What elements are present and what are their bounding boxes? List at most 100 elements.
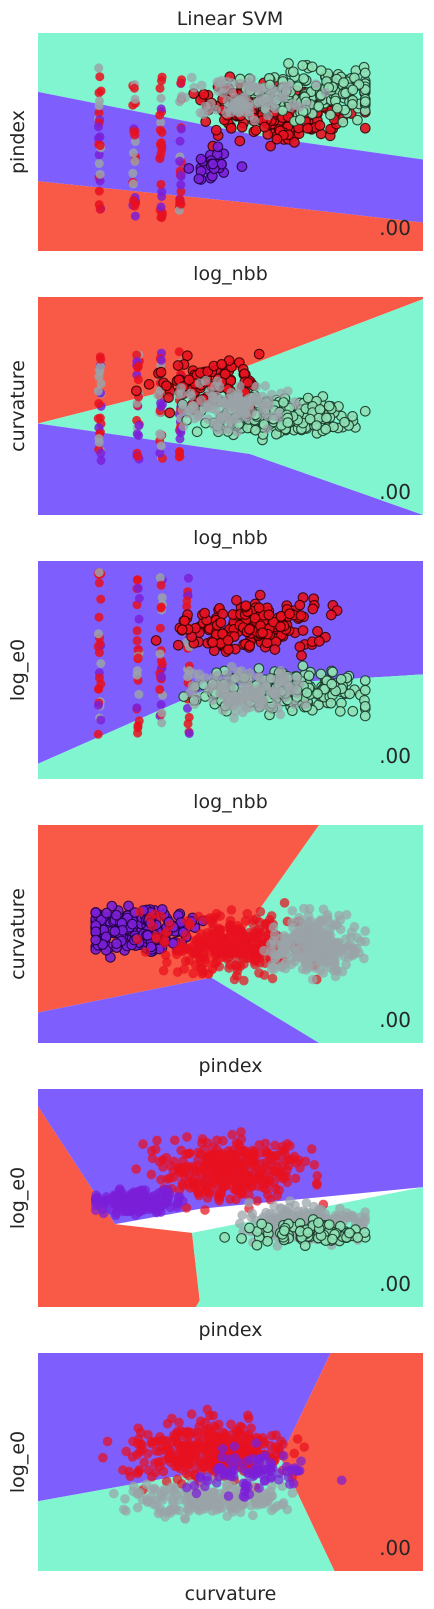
data-point	[133, 1197, 143, 1207]
data-point	[162, 1195, 172, 1205]
data-point	[151, 1501, 161, 1511]
data-point	[269, 923, 279, 933]
score-label: .00	[379, 1536, 411, 1560]
data-point	[334, 911, 344, 921]
data-point	[289, 67, 299, 77]
x-axis-label: log_nbb	[193, 263, 268, 285]
data-point	[178, 1196, 188, 1206]
data-point	[360, 1216, 370, 1226]
data-point	[184, 574, 193, 583]
data-point	[299, 1442, 309, 1452]
data-point	[293, 1434, 303, 1444]
data-point	[95, 187, 104, 196]
data-point	[327, 679, 337, 689]
data-point	[217, 360, 227, 370]
data-point	[133, 626, 142, 635]
data-point	[295, 600, 305, 610]
data-point	[313, 689, 323, 699]
data-point	[335, 707, 345, 717]
data-point	[131, 212, 140, 221]
data-point	[156, 180, 165, 189]
data-point	[279, 1451, 289, 1461]
data-point	[94, 122, 103, 131]
data-point	[254, 1483, 264, 1493]
data-point	[325, 1220, 335, 1230]
data-point	[282, 1178, 292, 1188]
data-point	[276, 666, 286, 676]
data-point	[360, 711, 370, 721]
data-point	[348, 85, 358, 95]
data-point	[163, 1419, 173, 1429]
data-point	[237, 162, 247, 172]
data-point	[225, 920, 235, 930]
data-point	[134, 653, 143, 662]
data-point	[218, 1444, 228, 1454]
data-point	[310, 1160, 320, 1170]
data-point	[218, 609, 228, 619]
data-point	[314, 102, 324, 112]
data-point	[148, 921, 158, 931]
data-point	[349, 943, 359, 953]
data-point	[227, 1130, 237, 1140]
data-point	[245, 641, 255, 651]
data-point	[210, 913, 220, 923]
x-axis-label: log_nbb	[193, 791, 268, 813]
data-point	[177, 200, 186, 209]
data-point	[164, 393, 174, 403]
data-point	[304, 929, 314, 939]
data-point	[285, 1479, 295, 1489]
data-point	[217, 949, 227, 959]
data-point	[134, 690, 143, 699]
data-point	[317, 927, 327, 937]
data-point	[237, 1234, 247, 1244]
data-point	[244, 1198, 254, 1208]
data-point	[322, 413, 332, 423]
data-point	[94, 730, 103, 739]
data-point	[163, 1445, 173, 1455]
data-point	[102, 908, 112, 918]
data-point	[328, 1234, 338, 1244]
data-point	[302, 688, 312, 698]
data-point	[200, 1205, 210, 1215]
data-point	[185, 1148, 195, 1158]
data-point	[261, 1465, 271, 1475]
data-point	[180, 616, 190, 626]
data-point	[282, 1467, 292, 1477]
data-point	[248, 1511, 258, 1521]
data-point	[133, 1439, 143, 1449]
data-point	[91, 1190, 101, 1200]
data-point	[300, 699, 310, 709]
data-point	[315, 637, 325, 647]
data-point	[215, 932, 225, 942]
data-point	[96, 355, 105, 364]
data-point	[211, 105, 221, 115]
data-point	[170, 1135, 180, 1145]
data-point	[326, 698, 336, 708]
data-point	[286, 1210, 296, 1220]
data-point	[280, 898, 290, 908]
data-point	[103, 1437, 113, 1447]
data-point	[94, 629, 103, 638]
data-point	[119, 1505, 129, 1515]
data-point	[181, 1443, 191, 1453]
y-axis-label: curvature	[7, 360, 29, 452]
data-point	[235, 79, 245, 89]
data-point	[211, 125, 221, 135]
data-point	[316, 949, 326, 959]
data-point	[221, 108, 231, 118]
data-point	[133, 575, 142, 584]
data-point	[184, 375, 194, 385]
data-point	[144, 380, 154, 390]
data-point	[133, 452, 142, 461]
data-point	[148, 1154, 158, 1164]
score-label: .00	[379, 1272, 411, 1296]
data-point	[312, 1171, 322, 1181]
data-point	[189, 401, 199, 411]
data-point	[156, 367, 166, 377]
data-point	[176, 137, 185, 146]
data-point	[187, 73, 197, 83]
data-point	[194, 1188, 204, 1198]
data-point	[96, 639, 105, 648]
data-point	[121, 1206, 131, 1216]
data-point	[360, 406, 370, 416]
